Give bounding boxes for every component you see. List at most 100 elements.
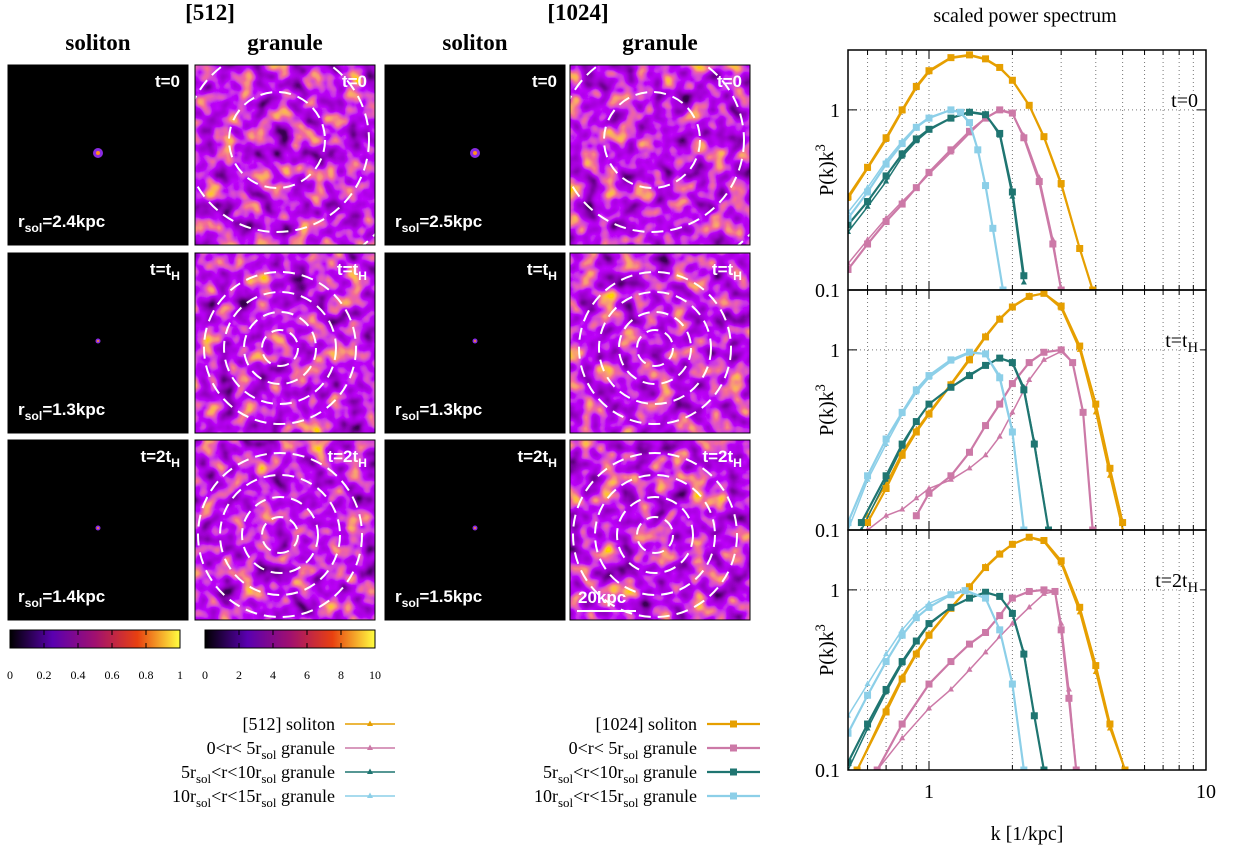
- marker: [898, 200, 906, 208]
- marker: [912, 418, 920, 426]
- marker: [1057, 286, 1065, 290]
- density-map: [570, 253, 750, 433]
- marker: [925, 372, 933, 380]
- marker: [865, 526, 870, 530]
- series-line: [848, 108, 1005, 290]
- colorbar-tick-label: 1: [177, 668, 183, 682]
- marker: [848, 193, 852, 201]
- marker: [925, 410, 933, 418]
- legend-label-part: granule: [277, 738, 335, 758]
- marker: [982, 451, 989, 458]
- r-sol-label-part: =2.5kpc: [419, 212, 482, 231]
- marker: [925, 67, 933, 75]
- marker: [864, 680, 871, 687]
- time-label: t=tH: [712, 260, 742, 283]
- x-tick-label: 10: [1196, 781, 1216, 803]
- marker: [982, 111, 990, 119]
- marker: [1008, 540, 1016, 548]
- time-annotation-part: H: [1188, 580, 1198, 596]
- shell-circle: [616, 496, 694, 574]
- marker: [1020, 650, 1028, 658]
- marker: [947, 383, 955, 391]
- panel-frame: [384, 439, 566, 621]
- legend-label-part: sol: [558, 771, 574, 786]
- marker: [947, 146, 955, 154]
- marker: [1008, 609, 1016, 617]
- series-line: [876, 588, 1078, 770]
- time-annotation-part: t=0: [1171, 90, 1198, 112]
- marker: [913, 609, 920, 616]
- legend-label-part: 5r: [181, 762, 196, 782]
- marker: [925, 631, 933, 639]
- marker: [1025, 587, 1033, 595]
- marker: [1008, 428, 1016, 436]
- r-sol-label: rsol=1.4kpc: [18, 587, 105, 610]
- scale-label: 20kpc: [578, 588, 626, 607]
- time-label-part: t=t: [712, 260, 734, 279]
- r-sol-label: rsol=2.4kpc: [18, 212, 105, 235]
- marker: [996, 374, 1004, 382]
- colorbar-tick-label: 0.6: [105, 668, 120, 682]
- panel-frame: [7, 439, 189, 621]
- marker: [996, 612, 1004, 620]
- marker: [857, 519, 865, 527]
- r-sol-label: rsol=1.3kpc: [18, 400, 105, 423]
- marker: [848, 759, 852, 767]
- column-title: soliton: [65, 30, 130, 55]
- marker: [961, 587, 969, 595]
- r-sol-label-part: r: [18, 587, 25, 606]
- marker: [925, 620, 933, 628]
- marker: [947, 114, 955, 122]
- marker: [1076, 603, 1084, 611]
- marker: [898, 720, 906, 728]
- shells: [203, 271, 357, 425]
- time-label-part: t=t: [527, 260, 549, 279]
- marker: [898, 631, 906, 639]
- y-tick-label: 0.1: [815, 760, 840, 782]
- series-line: [848, 109, 1062, 290]
- chart-title: scaled power spectrum: [933, 5, 1117, 27]
- marker: [1009, 408, 1016, 415]
- legend-label-part: granule: [639, 786, 697, 806]
- marker: [982, 422, 990, 430]
- series-line: [848, 589, 1025, 770]
- y-axis-label-text: P(k)k: [816, 391, 838, 435]
- colorbar-tick-label: 4: [270, 668, 276, 682]
- shell-circle: [598, 291, 712, 405]
- marker: [1040, 348, 1048, 356]
- marker: [1020, 766, 1028, 770]
- legend-label-part: sol: [623, 795, 639, 810]
- series-line: [848, 591, 1045, 770]
- marker: [882, 685, 890, 693]
- shell-circle: [261, 516, 299, 554]
- soliton-core: [97, 340, 99, 342]
- density-map: [195, 440, 375, 620]
- time-annotation-part: H: [1188, 340, 1198, 356]
- marker: [1089, 286, 1097, 290]
- time-label: t=2tH: [140, 447, 180, 470]
- legend-marker: [367, 744, 373, 750]
- legend-label: [1024] soliton: [596, 714, 698, 734]
- time-label: t=0: [342, 72, 367, 91]
- marker: [1072, 766, 1080, 770]
- panel-frame: [569, 252, 751, 434]
- series-line: [848, 351, 1025, 530]
- marker: [1119, 519, 1127, 527]
- marker: [912, 428, 920, 436]
- marker: [982, 350, 990, 358]
- time-label-part: H: [548, 269, 557, 283]
- legend-label-part: sol: [558, 795, 574, 810]
- time-label-part: H: [171, 269, 180, 283]
- marker: [925, 489, 933, 497]
- time-annotation: t=tH: [1165, 330, 1198, 356]
- panel-frame: [569, 64, 751, 246]
- marker: [965, 372, 973, 380]
- series-group: [848, 51, 1097, 290]
- shell-circle: [570, 65, 745, 233]
- marker: [982, 594, 990, 602]
- legend-marker: [730, 792, 737, 800]
- legend-label-part: granule: [277, 762, 335, 782]
- marker: [996, 354, 1004, 362]
- legend-label: 0<r< 5rsol granule: [207, 738, 335, 762]
